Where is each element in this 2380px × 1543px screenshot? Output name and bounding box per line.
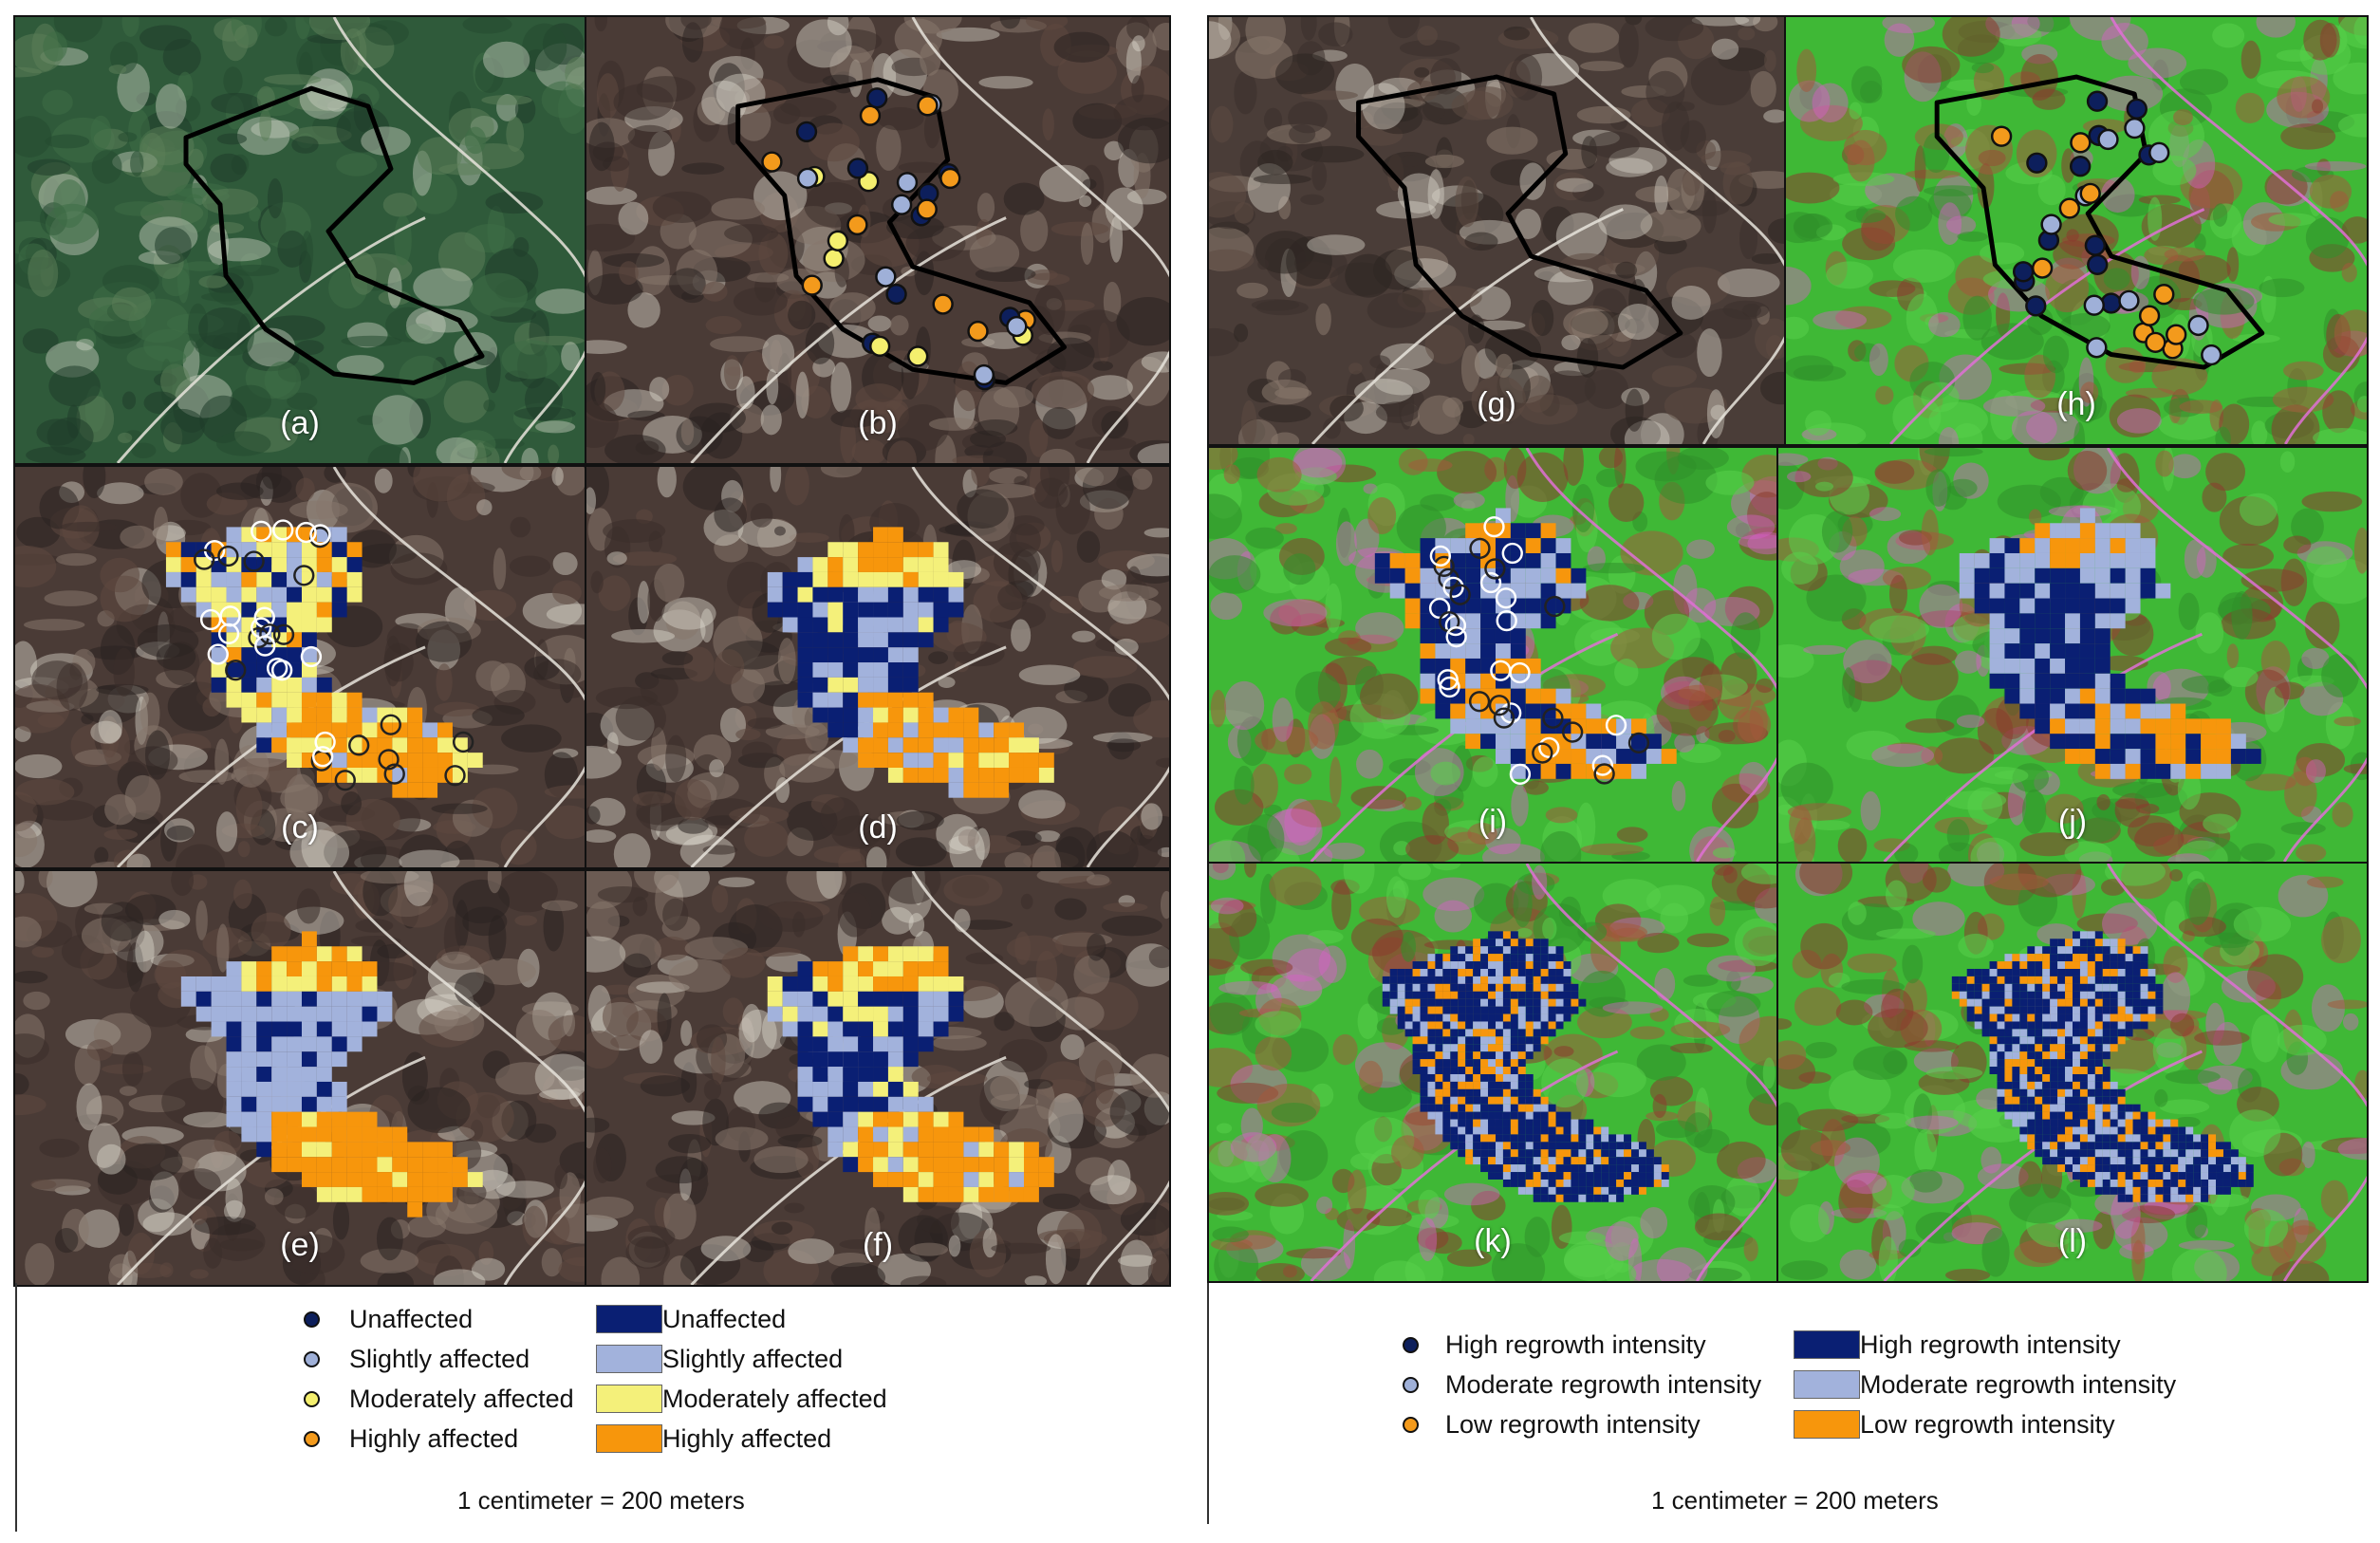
map-panel-i: (i) [1207, 446, 1778, 864]
class-swatch-slightly [596, 1345, 662, 1373]
panel-label: (b) [858, 405, 898, 441]
panel-label: (e) [280, 1227, 320, 1263]
class-swatch-highly [596, 1424, 662, 1453]
panel-label: (g) [1477, 386, 1516, 422]
map-image-e [15, 871, 585, 1285]
map-image-a [15, 17, 585, 463]
map-panel-l: (l) [1776, 862, 2369, 1283]
study-area-outline [183, 85, 485, 385]
point-symbol-moderately [304, 1391, 320, 1407]
map-panel-h: (h) [1784, 15, 2369, 446]
class-swatch-moderate [1794, 1370, 1860, 1399]
study-area-outline [1356, 74, 1683, 370]
right-legend-divider [1207, 1283, 1209, 1524]
map-panel-e: (e) [13, 869, 586, 1287]
map-image-g [1209, 17, 1784, 444]
study-area-outline [735, 77, 1068, 385]
map-panel-b: (b) [585, 15, 1171, 465]
map-panel-g: (g) [1207, 15, 1786, 446]
map-panel-k: (k) [1207, 862, 1778, 1283]
panel-label: (j) [2057, 804, 2088, 840]
map-image-b [586, 17, 1169, 463]
map-panel-f: (f) [585, 869, 1171, 1287]
panel-label: (h) [2056, 386, 2096, 422]
map-panel-d: (d) [585, 465, 1171, 869]
map-image-j [1778, 448, 2367, 862]
map-image-c [15, 467, 585, 867]
panel-label: (d) [858, 809, 898, 846]
map-panel-a: (a) [13, 15, 586, 465]
panel-label: (l) [2057, 1223, 2088, 1259]
point-symbol-high [1403, 1337, 1419, 1353]
map-image-k [1209, 864, 1776, 1281]
map-image-i [1209, 448, 1776, 862]
point-symbol-low [1403, 1417, 1419, 1433]
panel-label: (i) [1478, 804, 1508, 840]
map-panel-c: (c) [13, 465, 586, 869]
point-symbol-unaffected [304, 1311, 320, 1328]
class-swatch-low [1794, 1410, 1860, 1439]
map-image-h [1786, 17, 2367, 444]
map-image-f [586, 871, 1169, 1285]
map-panel-j: (j) [1776, 446, 2369, 864]
scale-text-left: 1 centimeter = 200 meters [457, 1486, 745, 1515]
class-swatch-unaffected [596, 1305, 662, 1333]
point-symbol-moderate [1403, 1377, 1419, 1393]
panel-label: (a) [280, 405, 320, 441]
point-symbol-slightly [304, 1351, 320, 1367]
map-image-d [586, 467, 1169, 867]
scale-text-right: 1 centimeter = 200 meters [1651, 1486, 1939, 1515]
panel-label: (c) [281, 809, 319, 846]
map-image-l [1778, 864, 2367, 1281]
panel-label: (k) [1474, 1223, 1512, 1259]
class-swatch-moderately [596, 1385, 662, 1413]
left-legend-divider [15, 1283, 17, 1532]
point-symbol-highly [304, 1431, 320, 1447]
class-swatch-high [1794, 1330, 1860, 1359]
panel-label: (f) [862, 1227, 894, 1263]
